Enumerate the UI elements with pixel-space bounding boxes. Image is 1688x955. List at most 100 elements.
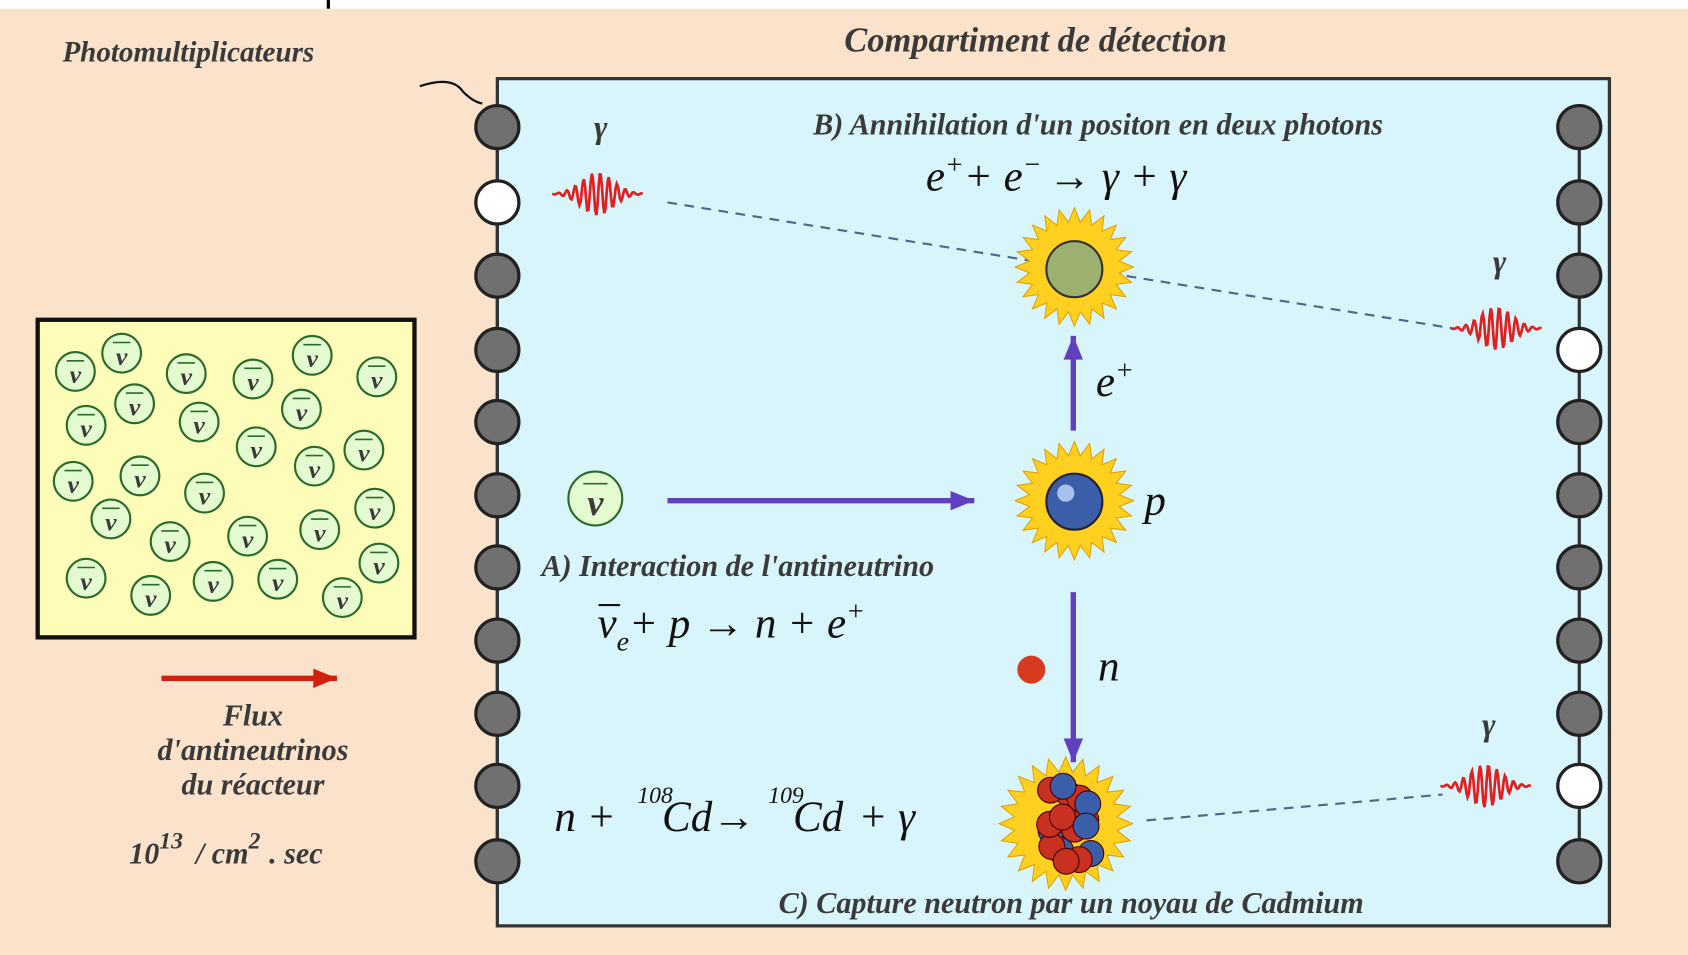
- gamma-label: γ: [594, 109, 608, 145]
- antineutrino: [178, 401, 220, 443]
- flux-rate: 1013/ cm2. sec: [129, 828, 322, 870]
- antineutrino: [101, 332, 143, 374]
- antineutrino-symbol: ν: [129, 392, 141, 421]
- gamma-label: γ: [1493, 243, 1507, 279]
- antineutrino: [119, 455, 161, 497]
- nucleon: [1072, 812, 1100, 840]
- photomultiplier: [1556, 762, 1603, 810]
- positron: [1045, 240, 1104, 299]
- antineutrino-symbol: ν: [67, 470, 79, 499]
- photomultiplier: [474, 326, 521, 374]
- antineutrino: [293, 445, 335, 487]
- antineutrino: [184, 472, 225, 514]
- antineutrino: [227, 515, 269, 557]
- antineutrino: [354, 487, 396, 529]
- photomultiplier: [474, 838, 521, 885]
- antineutrino-symbol: ν: [193, 411, 205, 440]
- antineutrino-symbol: ν: [70, 360, 82, 389]
- antineutrino-symbol: ν: [116, 342, 128, 371]
- antineutrino-symbol: ν: [80, 567, 92, 596]
- photomultiplier: [1556, 617, 1603, 664]
- antineutrino-symbol: ν: [145, 584, 157, 613]
- antineutrino: [65, 404, 107, 446]
- nucleon: [1052, 847, 1080, 875]
- antineutrino: [130, 574, 172, 616]
- antineutrino: [343, 429, 385, 471]
- photomultiplier: [474, 617, 521, 664]
- photomultiplier: [1556, 472, 1603, 519]
- flux-line: d'antineutrinos: [158, 733, 349, 767]
- stage-b-equation: e++ e− → γ + γ: [926, 149, 1188, 200]
- proton-shine: [1057, 484, 1075, 502]
- antineutrino-symbol: ν: [80, 414, 92, 443]
- photomultiplier: [474, 252, 521, 299]
- antineutrino: [192, 560, 234, 602]
- photomultiplier: [1556, 326, 1603, 374]
- arrow-head: [950, 490, 975, 511]
- antineutrino-symbol: ν: [181, 362, 193, 391]
- antineutrino: [52, 460, 94, 502]
- antineutrino-symbol: ν: [296, 398, 308, 427]
- photomultiplier: [474, 762, 521, 810]
- photomultiplier: [1556, 398, 1603, 446]
- antineutrino: [90, 498, 132, 540]
- antineutrino: [65, 557, 107, 599]
- antineutrino: [257, 558, 299, 600]
- antineutrino-symbol: ν: [207, 570, 219, 599]
- antineutrino-symbol: ν: [134, 465, 146, 494]
- antineutrino-symbol: ν: [587, 482, 604, 523]
- antineutrino-symbol: ν: [309, 455, 321, 484]
- antineutrino-symbol: ν: [373, 552, 385, 581]
- stage-b-title: B) Annihilation d'un positon en deux pho…: [812, 108, 1383, 142]
- gamma-wave: [1450, 307, 1542, 350]
- antineutrino-symbol: ν: [164, 530, 176, 559]
- antineutrino-symbol: ν: [272, 568, 284, 597]
- stage-a-equation: νe+ p → n + e+: [597, 596, 865, 657]
- photomultiplier: [1556, 544, 1603, 591]
- antineutrino-symbol: ν: [358, 439, 370, 468]
- antineutrino: [149, 521, 191, 563]
- antineutrino-symbol: ν: [306, 344, 318, 373]
- gamma-label: γ: [1482, 706, 1496, 742]
- antineutrino: [567, 470, 624, 527]
- proton-label: p: [1141, 478, 1166, 525]
- photomultiplier: [1556, 179, 1603, 226]
- photomultiplier: [474, 398, 521, 446]
- antineutrino: [114, 383, 156, 425]
- photomultiplier: [1556, 838, 1603, 885]
- antineutrino-symbol: ν: [199, 482, 211, 511]
- neutron-label: n: [1098, 643, 1120, 690]
- flux-line: Flux: [222, 699, 283, 733]
- antineutrino: [235, 426, 277, 468]
- photomultiplier: [474, 179, 521, 226]
- positron-label: e+: [1096, 355, 1134, 406]
- nucleon: [1049, 772, 1077, 800]
- gamma-wave: [551, 172, 643, 216]
- antineutrino-symbol: ν: [369, 497, 381, 526]
- stage-c-equation: n +108Cd→ 109Cd + γ: [554, 783, 916, 841]
- neutron: [1017, 655, 1046, 684]
- photomultiplier: [474, 472, 521, 519]
- title: Compartiment de détection: [844, 22, 1227, 60]
- antineutrino-symbol: ν: [247, 368, 259, 397]
- antineutrino: [358, 542, 400, 584]
- antineutrino: [280, 388, 322, 430]
- proton: [1045, 472, 1104, 531]
- stage-a-title: A) Interaction de l'antineutrino: [539, 549, 934, 583]
- arrow-head: [1063, 738, 1083, 763]
- antineutrino-symbol: ν: [314, 518, 326, 547]
- photomultiplier: [474, 690, 521, 737]
- nucleon: [1048, 803, 1076, 831]
- photomultiplier: [1556, 690, 1603, 737]
- stage-c-title: C) Capture neutron par un noyau de Cadmi…: [779, 886, 1364, 920]
- photomultiplier: [474, 103, 521, 151]
- photomultiplier: [474, 544, 521, 591]
- photomultiplier: [1556, 252, 1603, 299]
- antineutrino: [291, 334, 333, 376]
- flux-line: du réacteur: [181, 768, 324, 802]
- photomultiplier: [1556, 103, 1603, 151]
- arrow-head: [1063, 335, 1083, 360]
- antineutrino-symbol: ν: [242, 525, 254, 554]
